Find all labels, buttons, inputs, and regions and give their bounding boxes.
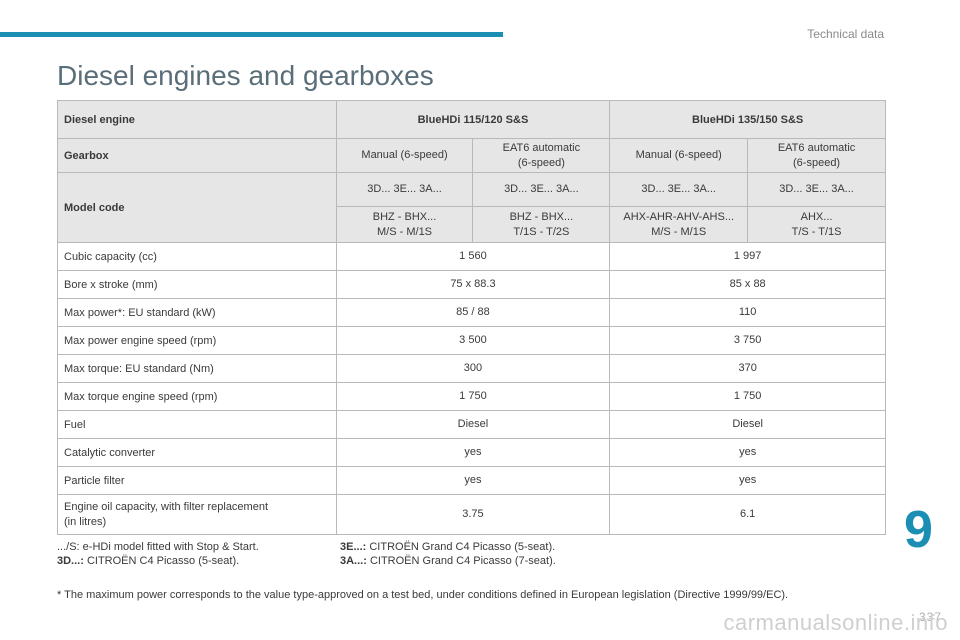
model-3e-note: 3E...: CITROËN Grand C4 Picasso (5-seat)… — [340, 541, 556, 553]
engine-a-value: 300 — [335, 354, 611, 383]
table-row: Max power*: EU standard (kW) 85 / 88 110 — [57, 298, 886, 327]
engine-a-value: 1 750 — [335, 382, 611, 411]
model-code-cell: 3D... 3E... 3A... — [747, 172, 886, 207]
table-row: Cubic capacity (cc) 1 560 1 997 — [57, 242, 886, 271]
spec-body: Cubic capacity (cc) 1 560 1 997 Bore x s… — [57, 242, 886, 535]
notes-right: 3E...: CITROËN Grand C4 Picasso (5-seat)… — [340, 540, 720, 568]
table-row: Bore x stroke (mm) 75 x 88.3 85 x 88 — [57, 270, 886, 299]
row-label: Max torque: EU standard (Nm) — [57, 354, 337, 383]
row-label: Fuel — [57, 410, 337, 439]
section-label: Technical data — [807, 27, 884, 41]
gearbox-label: Gearbox — [57, 138, 337, 173]
table-row: Max power engine speed (rpm) 3 500 3 750 — [57, 326, 886, 355]
engine-b-value: 6.1 — [609, 494, 886, 535]
model-3d-note: 3D...: CITROËN C4 Picasso (5-seat). — [57, 555, 240, 567]
table-row: Fuel Diesel Diesel — [57, 410, 886, 439]
table-row: Catalytic converter yes yes — [57, 438, 886, 467]
engine-a-value: 3.75 — [335, 494, 611, 535]
model-variant-row: BHZ - BHX... M/S - M/1S BHZ - BHX... T/1… — [57, 206, 886, 243]
table-row: Max torque: EU standard (Nm) 300 370 — [57, 354, 886, 383]
page-number: 337 — [918, 610, 942, 624]
max-power-footnote: * The maximum power corresponds to the v… — [57, 589, 789, 601]
model-variant-cell: BHZ - BHX... M/S - M/1S — [335, 206, 474, 243]
engine-b-value: 110 — [609, 298, 886, 327]
engine-b-value: yes — [609, 466, 886, 495]
row-label: Max power engine speed (rpm) — [57, 326, 337, 355]
stop-start-note: .../S: e-HDi model fitted with Stop & St… — [57, 541, 259, 553]
gearbox-row: Gearbox Manual (6-speed) EAT6 automatic … — [57, 138, 886, 173]
watermark: carmanualsonline.info — [723, 610, 948, 635]
chapter-number: 9 — [904, 501, 933, 559]
engine-a-value: 3 500 — [335, 326, 611, 355]
engine-b-value: 3 750 — [609, 326, 886, 355]
row-label: Bore x stroke (mm) — [57, 270, 337, 299]
spec-table: Diesel engine BlueHDi 115/120 S&S BlueHD… — [57, 100, 886, 535]
notes-left: .../S: e-HDi model fitted with Stop & St… — [57, 540, 337, 568]
engine-b-value: 1 997 — [609, 242, 886, 271]
row-label: Cubic capacity (cc) — [57, 242, 337, 271]
engine-b-value: 370 — [609, 354, 886, 383]
table-row: Particle filter yes yes — [57, 466, 886, 495]
engine-b-value: Diesel — [609, 410, 886, 439]
model-variant-cell: BHZ - BHX... T/1S - T/2S — [472, 206, 611, 243]
model-code-cell: 3D... 3E... 3A... — [335, 172, 474, 207]
gearbox-cell: EAT6 automatic (6-speed) — [472, 138, 611, 173]
row-label: Max torque engine speed (rpm) — [57, 382, 337, 411]
row-label: Catalytic converter — [57, 438, 337, 467]
model-variant-cell: AHX... T/S - T/1S — [747, 206, 886, 243]
engine-a-value: yes — [335, 466, 611, 495]
engine-b-value: 1 750 — [609, 382, 886, 411]
engine-a-name: BlueHDi 115/120 S&S — [335, 100, 611, 139]
row-label: Max power*: EU standard (kW) — [57, 298, 337, 327]
engine-b-name: BlueHDi 135/150 S&S — [609, 100, 886, 139]
engine-a-value: 75 x 88.3 — [335, 270, 611, 299]
gearbox-cell: EAT6 automatic (6-speed) — [747, 138, 886, 173]
diesel-engine-label: Diesel engine — [57, 100, 337, 139]
table-header-row: Diesel engine BlueHDi 115/120 S&S BlueHD… — [57, 100, 886, 139]
model-code-label: Model code — [57, 172, 337, 243]
model-3a-note: 3A...: CITROËN Grand C4 Picasso (7-seat)… — [340, 555, 556, 567]
gearbox-cell: Manual (6-speed) — [335, 138, 474, 173]
table-row: Max torque engine speed (rpm) 1 750 1 75… — [57, 382, 886, 411]
model-code-cell: 3D... 3E... 3A... — [472, 172, 611, 207]
page-title: Diesel engines and gearboxes — [57, 60, 434, 91]
section-accent-bar — [0, 32, 503, 37]
model-code-cell: 3D... 3E... 3A... — [609, 172, 749, 207]
model-variant-cell: AHX-AHR-AHV-AHS... M/S - M/1S — [609, 206, 749, 243]
engine-b-value: yes — [609, 438, 886, 467]
row-label: Particle filter — [57, 466, 337, 495]
engine-b-value: 85 x 88 — [609, 270, 886, 299]
engine-a-value: 85 / 88 — [335, 298, 611, 327]
engine-a-value: 1 560 — [335, 242, 611, 271]
oil-capacity-label: Engine oil capacity, with filter replace… — [57, 494, 337, 535]
model-code-row: Model code 3D... 3E... 3A... 3D... 3E...… — [57, 172, 886, 243]
engine-a-value: yes — [335, 438, 611, 467]
gearbox-cell: Manual (6-speed) — [609, 138, 749, 173]
engine-a-value: Diesel — [335, 410, 611, 439]
oil-capacity-row: Engine oil capacity, with filter replace… — [57, 494, 886, 535]
